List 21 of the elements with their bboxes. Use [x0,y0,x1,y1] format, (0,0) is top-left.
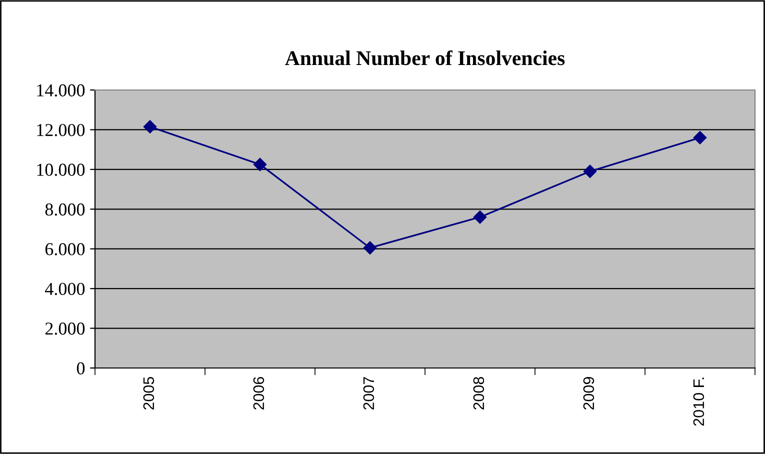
y-tick-label: 8.000 [45,203,85,216]
point [583,164,597,178]
point [363,241,377,254]
y-tick-label: 12.000 [37,124,85,136]
x-tick-label: 2005 [143,376,154,410]
x-tick-label: 2010 F. [693,378,704,426]
point [143,120,157,134]
x-tick-label: 2009 [583,377,594,410]
y-tick-label: 6.000 [45,243,85,256]
x-tick-label: 2007 [363,377,374,410]
y-tick-label: 4.000 [45,282,85,296]
x-tick-label: 2006 [253,377,264,410]
y-tick-label: 10.000 [37,164,85,176]
chart-title: Annual Number of Insolvencies [285,50,565,66]
y-tick-label: 2.000 [45,322,85,335]
y-tick-label: 0 [76,362,85,374]
point [693,131,707,144]
point [473,210,487,224]
point [253,158,267,172]
x-tick-label: 2008 [473,376,484,410]
y-tick-label: 14.000 [37,84,85,97]
